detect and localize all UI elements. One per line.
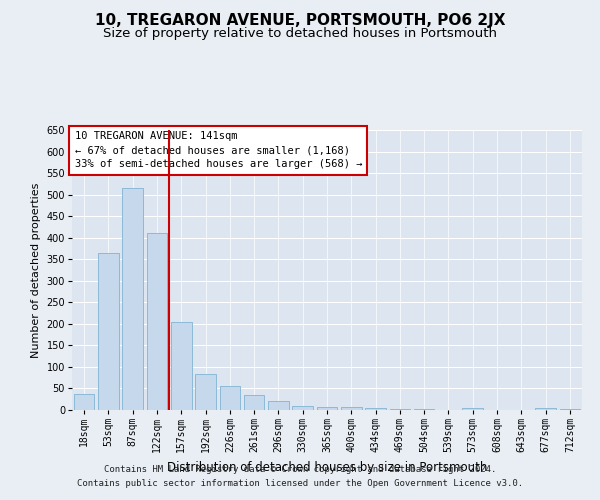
Bar <box>268 402 289 410</box>
Bar <box>244 395 265 410</box>
Bar <box>317 407 337 410</box>
Bar <box>98 253 119 410</box>
Bar <box>414 409 434 410</box>
Bar <box>171 322 191 410</box>
Y-axis label: Number of detached properties: Number of detached properties <box>31 182 41 358</box>
Bar <box>74 394 94 410</box>
Bar <box>146 234 167 410</box>
Bar <box>220 386 240 410</box>
Bar <box>122 188 143 410</box>
Bar <box>560 408 580 410</box>
Bar <box>389 409 410 410</box>
Text: 10 TREGARON AVENUE: 141sqm
← 67% of detached houses are smaller (1,168)
33% of s: 10 TREGARON AVENUE: 141sqm ← 67% of deta… <box>74 132 362 170</box>
Bar <box>341 406 362 410</box>
Bar <box>292 406 313 410</box>
Bar <box>463 408 483 410</box>
Bar <box>365 408 386 410</box>
Text: Contains HM Land Registry data © Crown copyright and database right 2024.
Contai: Contains HM Land Registry data © Crown c… <box>77 466 523 487</box>
Bar <box>195 374 216 410</box>
Bar <box>535 408 556 410</box>
X-axis label: Distribution of detached houses by size in Portsmouth: Distribution of detached houses by size … <box>167 460 487 473</box>
Text: Size of property relative to detached houses in Portsmouth: Size of property relative to detached ho… <box>103 28 497 40</box>
Text: 10, TREGARON AVENUE, PORTSMOUTH, PO6 2JX: 10, TREGARON AVENUE, PORTSMOUTH, PO6 2JX <box>95 12 505 28</box>
